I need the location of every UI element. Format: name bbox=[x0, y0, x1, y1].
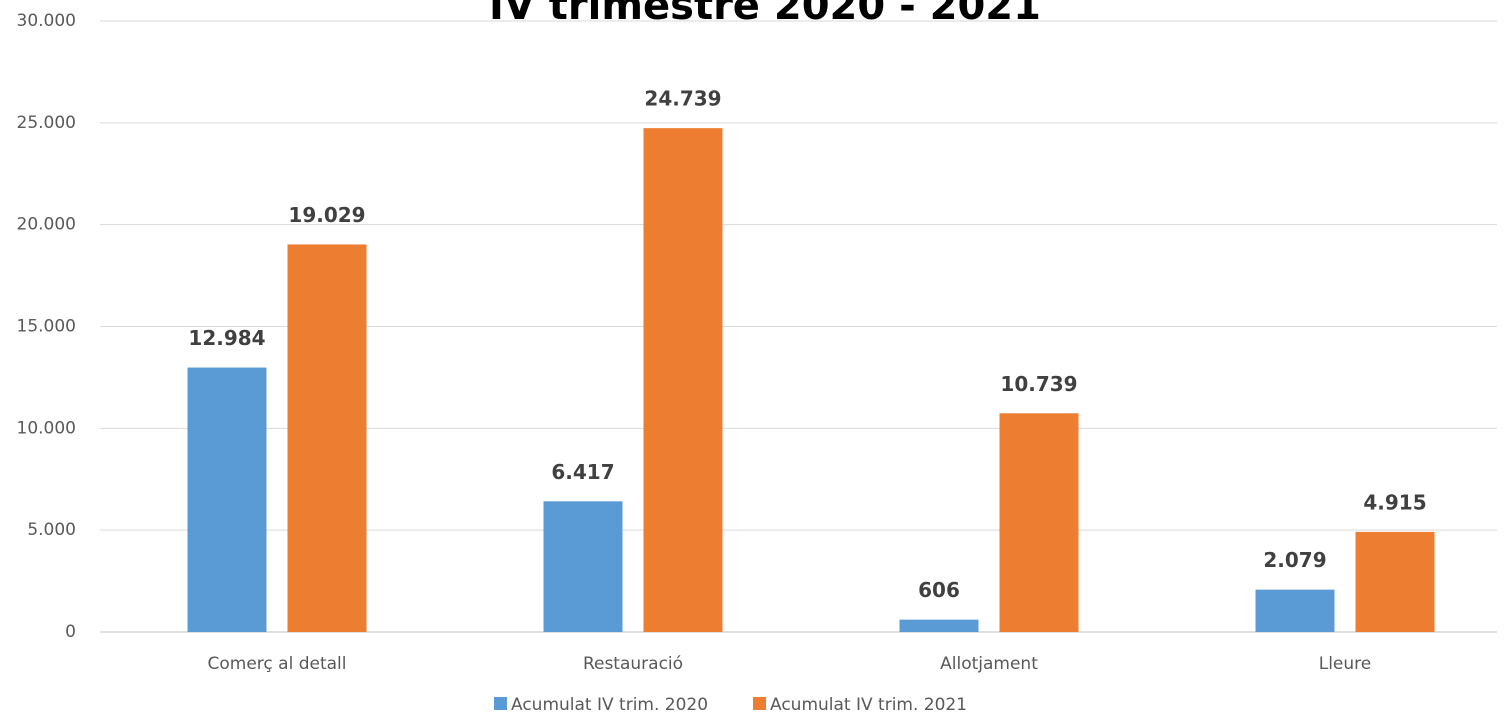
value-label: 19.029 bbox=[288, 203, 365, 227]
bar bbox=[187, 367, 267, 632]
value-label: 606 bbox=[918, 578, 960, 602]
legend-label: Acumulat IV trim. 2020 bbox=[511, 695, 708, 715]
value-label: 10.739 bbox=[1000, 372, 1077, 396]
bar bbox=[1255, 589, 1335, 632]
y-tick-label: 25.000 bbox=[17, 113, 76, 133]
legend-label: Acumulat IV trim. 2021 bbox=[770, 695, 967, 715]
x-tick-label: Comerç al detall bbox=[208, 654, 347, 674]
legend-swatch bbox=[753, 697, 766, 710]
bar bbox=[999, 413, 1079, 632]
bar bbox=[287, 244, 367, 633]
bar bbox=[643, 128, 723, 632]
y-tick-label: 30.000 bbox=[17, 11, 76, 31]
y-tick-label: 10.000 bbox=[17, 418, 76, 438]
bar bbox=[899, 619, 979, 632]
bar bbox=[543, 501, 623, 632]
value-label: 24.739 bbox=[644, 87, 721, 111]
x-tick-label: Allotjament bbox=[940, 654, 1038, 674]
y-tick-label: 5.000 bbox=[27, 520, 76, 540]
y-tick-label: 15.000 bbox=[17, 317, 76, 337]
value-label: 6.417 bbox=[551, 460, 614, 484]
y-tick-label: 20.000 bbox=[17, 215, 76, 235]
value-label: 12.984 bbox=[188, 326, 265, 350]
value-label: 4.915 bbox=[1363, 490, 1426, 514]
chart-title: IV trimestre 2020 - 2021 bbox=[489, 0, 1041, 29]
y-tick-label: 0 bbox=[65, 622, 76, 642]
legend-swatch bbox=[494, 697, 507, 710]
value-label: 2.079 bbox=[1263, 548, 1326, 572]
x-tick-label: Restauració bbox=[583, 654, 683, 674]
bar bbox=[1355, 531, 1435, 632]
x-tick-label: Lleure bbox=[1319, 654, 1372, 674]
